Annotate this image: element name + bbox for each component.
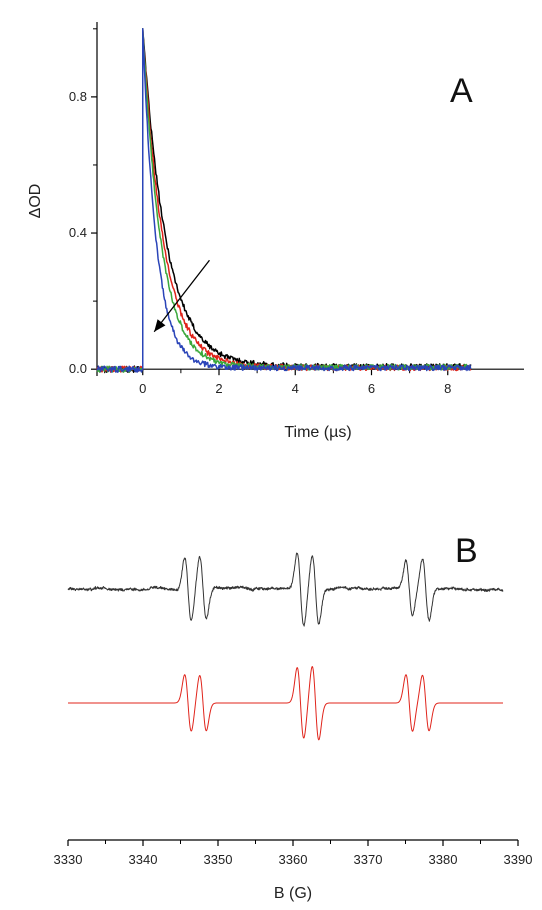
panel-b-x-tick-label: 3340 [129,852,158,867]
panel-a-x-tick-label: 4 [292,381,299,396]
panel-b-x-tick-label: 3350 [204,852,233,867]
panel-a-y-tick-label: 0.0 [69,361,87,376]
panel-a-x-axis-label: Time (µs) [284,424,351,441]
panel-a-x-tick-label: 6 [368,381,375,396]
panel-b-series [67,552,504,741]
panel-a-y-tick-label: 0.4 [69,225,87,240]
panel-a-x-tick-label: 8 [444,381,451,396]
panel-b-x-tick-label: 3330 [54,852,83,867]
panel-b-x-tick-label: 3390 [504,852,533,867]
panel-b-x-tick-label: 3380 [429,852,458,867]
panel-a-y-tick-label: 0.8 [69,89,87,104]
panel-a-y-axis-label: ΔOD [27,184,44,219]
panel-a: 0.0 0.4 0.8 0 2 4 6 8 Time (µs) ΔOD A [27,22,524,441]
panel-b: 3330 3340 3350 3360 3370 3380 3390 B (G) B [54,532,533,902]
panel-a-series-line [96,28,472,373]
panel-b-x-tick-label: 3370 [354,852,383,867]
panel-b-letter: B [455,532,478,570]
panel-a-letter: A [450,72,473,110]
panel-a-annotation [153,259,210,333]
panel-b-spectrum-simulated [67,666,504,741]
panel-a-arrow-shaft [153,259,210,333]
panel-b-x-tick-label: 3360 [279,852,308,867]
panel-a-x-tick-label: 2 [215,381,222,396]
panel-b-x-axis-label: B (G) [274,885,312,902]
panel-a-arrow-head [154,319,166,332]
panel-a-x-tick-label: 0 [139,381,146,396]
panel-a-series [96,28,472,373]
panel-a-y-ticks: 0.0 0.4 0.8 [69,28,97,376]
panel-b-x-ticks: 3330 3340 3350 3360 3370 3380 3390 [54,840,533,867]
panel-b-spectrum-experimental [67,552,504,627]
panel-a-x-ticks: 0 2 4 6 8 [104,369,451,396]
